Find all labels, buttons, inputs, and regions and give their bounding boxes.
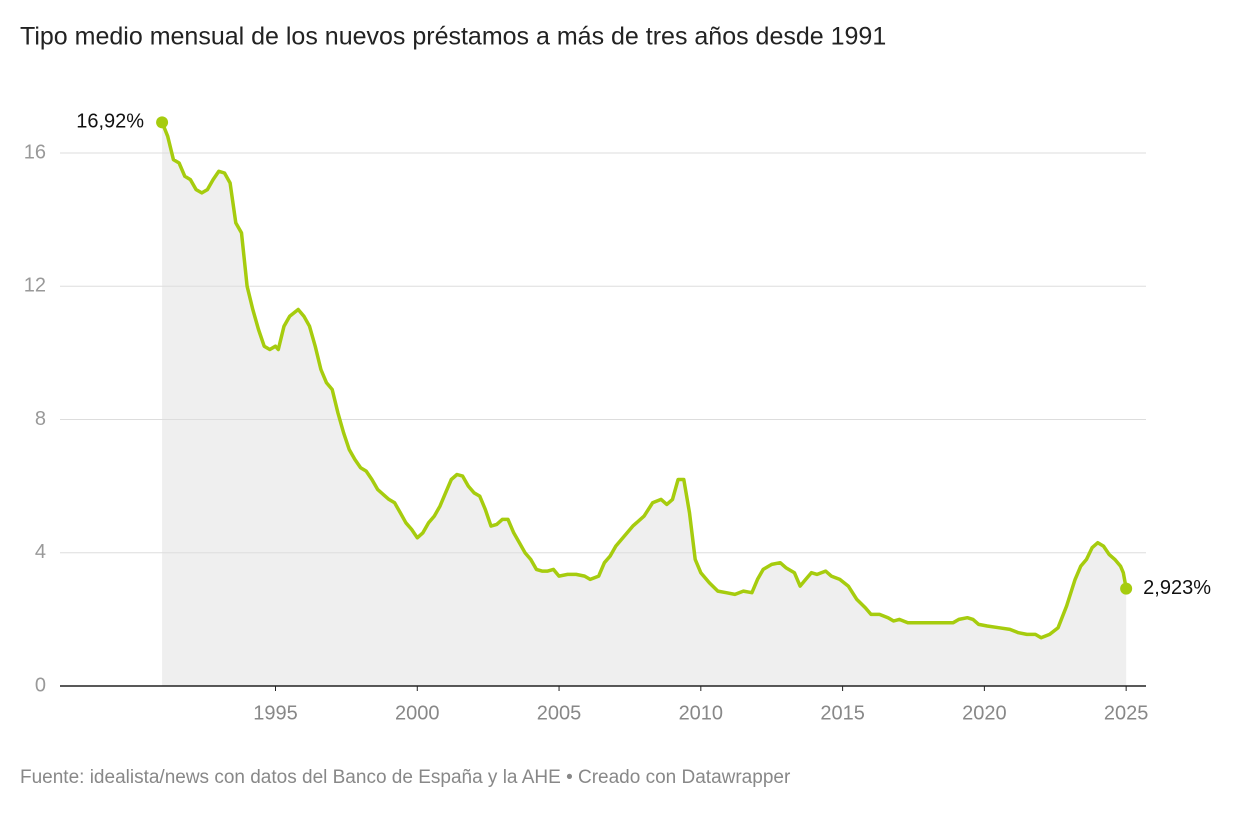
x-tick-label: 2020 xyxy=(962,702,1007,724)
x-tick-label: 2015 xyxy=(820,702,865,724)
y-tick-label: 12 xyxy=(24,275,46,297)
x-tick-label: 2025 xyxy=(1104,702,1149,724)
line xyxy=(160,121,1128,640)
x-tick-label: 2000 xyxy=(395,702,440,724)
y-tick-label: 4 xyxy=(35,541,46,563)
endpoint-label: 16,92% xyxy=(76,111,144,133)
x-tick-label: 1995 xyxy=(253,702,298,724)
x-tick-label: 2005 xyxy=(537,702,582,724)
endpoint-dot xyxy=(1120,582,1133,595)
y-tick-label: 0 xyxy=(35,674,46,696)
chart-title: Tipo medio mensual de los nuevos préstam… xyxy=(20,23,886,51)
source-note: Fuente: idealista/news con datos del Ban… xyxy=(20,767,791,788)
y-tick-label: 8 xyxy=(35,408,46,430)
y-tick-label: 16 xyxy=(24,141,46,163)
x-tick-label: 2010 xyxy=(679,702,724,724)
endpoint-label: 2,923% xyxy=(1143,577,1211,599)
endpoint-dot xyxy=(156,116,169,129)
area xyxy=(162,122,1127,687)
